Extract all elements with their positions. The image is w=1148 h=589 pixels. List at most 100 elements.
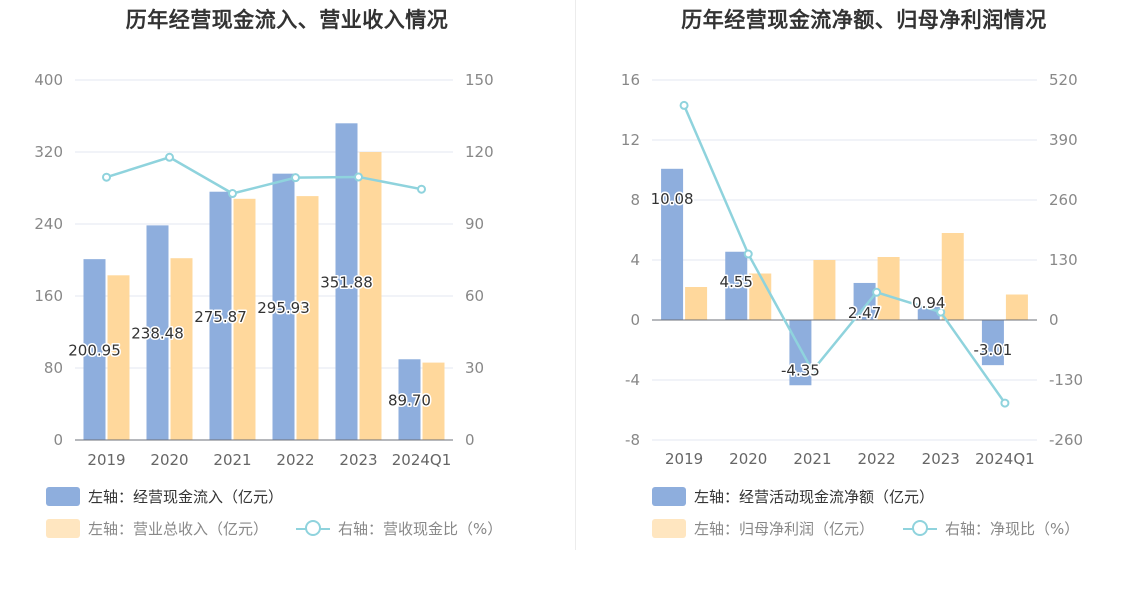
legend-item-net-profit[interactable]: 左轴：归母净利润（亿元） bbox=[652, 518, 874, 539]
data-label: 295.93 bbox=[257, 299, 310, 317]
ratio-point bbox=[807, 366, 817, 376]
y-left-tick-label: 320 bbox=[34, 143, 63, 161]
data-label: 2.47 bbox=[848, 304, 881, 322]
bar-orange bbox=[296, 196, 319, 440]
y-left-tick-label: 240 bbox=[34, 215, 63, 233]
legend-swatch-orange bbox=[46, 519, 80, 538]
bar-blue bbox=[981, 320, 1004, 366]
y-right-tick-label: -130 bbox=[1049, 371, 1083, 389]
bar-blue bbox=[725, 251, 748, 320]
y-right-tick-label: 0 bbox=[1049, 311, 1059, 329]
x-tick-label: 2023 bbox=[922, 450, 960, 468]
bar-blue bbox=[853, 282, 876, 320]
bar-blue bbox=[83, 259, 106, 440]
y-right-tick-label: 30 bbox=[465, 359, 484, 377]
ratio-point bbox=[165, 152, 174, 162]
y-right-tick-label: 150 bbox=[465, 71, 494, 89]
ratio-point bbox=[743, 249, 753, 259]
legend-item-cash-inflow[interactable]: 左轴：经营现金流入（亿元） bbox=[46, 486, 283, 507]
legend-label: 左轴：营业总收入（亿元） bbox=[88, 520, 269, 538]
x-tick-label: 2020 bbox=[150, 451, 188, 469]
chart-title: 历年经营现金流净额、归母净利润情况 bbox=[681, 8, 1047, 32]
y-right-tick-label: 130 bbox=[1049, 251, 1078, 269]
data-label: 4.55 bbox=[720, 273, 753, 291]
legend-label: 左轴：归母净利润（亿元） bbox=[694, 520, 875, 538]
ratio-line bbox=[682, 104, 1006, 404]
bar-orange bbox=[877, 257, 900, 320]
bar-orange bbox=[685, 287, 708, 320]
x-tick-label: 2021 bbox=[793, 450, 831, 468]
bar-blue bbox=[335, 123, 358, 441]
bar-orange bbox=[170, 258, 193, 440]
ratio-point bbox=[872, 287, 882, 297]
ratio-point bbox=[228, 189, 237, 199]
bar-orange bbox=[941, 233, 964, 320]
x-tick-label: 2021 bbox=[213, 451, 251, 469]
data-label: -3.01 bbox=[974, 341, 1013, 359]
panel-divider bbox=[575, 0, 576, 550]
bar-orange bbox=[107, 275, 130, 440]
bar-blue bbox=[661, 168, 684, 320]
legend-swatch-blue bbox=[46, 487, 80, 506]
legend-label: 左轴：经营现金流入（亿元） bbox=[88, 488, 284, 506]
bar-blue bbox=[209, 191, 232, 440]
x-tick-label: 2022 bbox=[857, 450, 895, 468]
legend-label: 左轴：经营活动现金流净额（亿元） bbox=[694, 488, 935, 506]
ratio-point bbox=[102, 172, 111, 182]
legend-swatch-orange bbox=[652, 519, 686, 538]
legend-item-revenue-cash-ratio[interactable]: 右轴：营收现金比（%） bbox=[296, 518, 502, 539]
x-tick-label: 2022 bbox=[276, 451, 314, 469]
legend-item-net-cash-ratio[interactable]: 右轴：净现比（%） bbox=[903, 518, 1079, 539]
bar-blue bbox=[789, 320, 812, 386]
y-left-tick-label: 0 bbox=[53, 431, 63, 449]
bar-blue bbox=[398, 359, 421, 440]
x-tick-label: 2020 bbox=[729, 450, 767, 468]
data-label: 0.94 bbox=[912, 294, 945, 312]
legend-line-icon bbox=[296, 519, 330, 538]
data-label: 200.95 bbox=[68, 342, 121, 360]
chart-panel-cashflow-revenue: 历年经营现金流入、营业收入情况 0 80 160 240 320 400 0 30 60 90 12… bbox=[34, 8, 502, 539]
y-right-tick-label: 90 bbox=[465, 215, 484, 233]
y-left-tick-label: 80 bbox=[44, 359, 63, 377]
y-left-tick-label: 400 bbox=[34, 71, 63, 89]
legend-line-icon bbox=[903, 519, 937, 538]
legend-item-revenue[interactable]: 左轴：营业总收入（亿元） bbox=[46, 518, 268, 539]
bar-orange bbox=[359, 152, 382, 440]
bar-orange bbox=[422, 362, 445, 440]
x-tick-label: 2024Q1 bbox=[392, 451, 452, 469]
data-label: -4.35 bbox=[781, 361, 820, 379]
ratio-point bbox=[291, 173, 300, 183]
x-tick-label: 2023 bbox=[339, 451, 377, 469]
bar-blue bbox=[146, 225, 169, 440]
ratio-point bbox=[1000, 398, 1010, 408]
y-right-tick-label: 390 bbox=[1049, 131, 1078, 149]
ratio-point bbox=[417, 184, 426, 194]
y-left-tick-label: 8 bbox=[630, 191, 640, 209]
y-left-tick-label: -8 bbox=[625, 431, 640, 449]
y-left-tick-label: 160 bbox=[34, 287, 63, 305]
y-left-tick-label: 0 bbox=[630, 311, 640, 329]
x-tick-label: 2019 bbox=[87, 451, 125, 469]
y-right-tick-label: -260 bbox=[1049, 431, 1083, 449]
x-tick-label: 2024Q1 bbox=[975, 450, 1035, 468]
data-label: 238.48 bbox=[131, 325, 184, 343]
x-tick-label: 2019 bbox=[665, 450, 703, 468]
y-left-tick-label: 4 bbox=[630, 251, 640, 269]
y-right-tick-label: 120 bbox=[465, 143, 494, 161]
ratio-point bbox=[936, 307, 946, 317]
y-left-tick-label: -4 bbox=[625, 371, 640, 389]
y-left-tick-label: 12 bbox=[621, 131, 640, 149]
legend-label: 右轴：营收现金比（%） bbox=[338, 520, 503, 538]
legend-item-net-operating-cashflow[interactable]: 左轴：经营活动现金流净额（亿元） bbox=[652, 486, 934, 507]
legend-swatch-blue bbox=[652, 487, 686, 506]
ratio-line bbox=[106, 155, 422, 195]
ratio-point bbox=[354, 172, 363, 182]
y-right-tick-label: 60 bbox=[465, 287, 484, 305]
y-right-tick-label: 520 bbox=[1049, 71, 1078, 89]
chart-canvas: -8 -4 0 4 8 12 16 -260 -130 0 130 260 390 520 2019 2020… bbox=[621, 71, 1083, 468]
data-label: 351.88 bbox=[320, 274, 373, 292]
data-label: 89.70 bbox=[388, 392, 431, 410]
bar-orange bbox=[813, 260, 836, 320]
chart-title: 历年经营现金流入、营业收入情况 bbox=[125, 8, 449, 32]
bar-orange bbox=[233, 198, 256, 440]
